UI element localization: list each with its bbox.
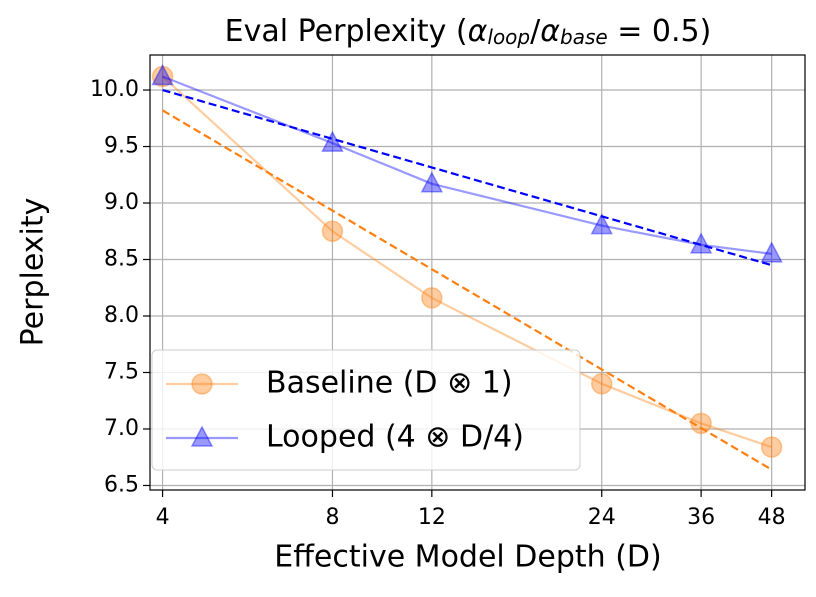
legend-label: Baseline (D ⊗ 1) [266,366,513,401]
y-tick-label: 10.0 [90,77,139,102]
data-point [590,213,613,235]
data-point [151,65,174,88]
y-axis-label: Perplexity [16,198,51,347]
legend-marker [190,425,214,447]
x-tick-label: 36 [687,505,715,530]
data-point [421,287,443,309]
data-point [420,171,444,193]
x-tick-label: 12 [418,505,446,530]
legend-label: Looped (4 ⊗ D/4) [266,420,524,455]
chart-title: Eval Perplexity (αloop/αbase = 0.5) [225,14,712,49]
series-line [162,75,772,255]
data-point [321,220,344,243]
title-part: α [540,14,560,49]
x-tick-label: 4 [156,505,170,530]
legend-box [151,349,581,471]
x-tick-label: 24 [588,505,616,530]
x-axis-label: Effective Model Depth (D) [274,540,661,575]
title-part: α [468,14,488,49]
y-tick-label: 8.5 [104,247,139,272]
y-tick-label: 9.0 [104,190,139,215]
fit-line [162,88,772,267]
plot-frame [149,54,806,491]
y-tick-label: 7.5 [104,359,139,384]
title-part: loop [487,25,530,49]
legend-marker [191,373,213,395]
title-part: Eval Perplexity ( [225,14,468,49]
y-tick-label: 6.5 [104,472,139,497]
data-point [321,130,344,152]
fit-line [162,109,773,471]
x-tick-label: 8 [325,505,339,530]
title-part: / [530,14,541,49]
y-tick-label: 9.5 [104,134,139,159]
title-part: base [560,25,608,49]
data-point [760,436,783,458]
y-tick-label: 7.0 [104,416,139,441]
data-point [590,373,613,395]
x-tick-label: 48 [758,505,786,530]
data-point [151,63,174,86]
data-point [760,241,783,263]
y-tick-label: 8.0 [104,303,139,328]
title-part: = 0.5) [608,14,712,49]
series-line [161,75,772,449]
